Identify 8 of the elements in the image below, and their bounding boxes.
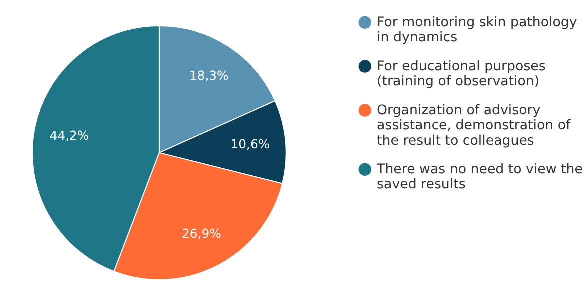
legend-label: For monitoring skin pathology in dynamics xyxy=(377,15,578,46)
data-label: 26,9% xyxy=(182,226,222,241)
data-label: 44,2% xyxy=(50,128,90,144)
data-label: 10,6% xyxy=(230,136,270,152)
data-label: 18,3% xyxy=(189,68,230,84)
legend-label: For educational purposes (training of observation) xyxy=(377,59,546,90)
legend-label: There was no need to view the saved results xyxy=(376,162,583,193)
legend-label: Organization of advisory assistance, demonstration of the result to colleagues xyxy=(377,103,572,149)
